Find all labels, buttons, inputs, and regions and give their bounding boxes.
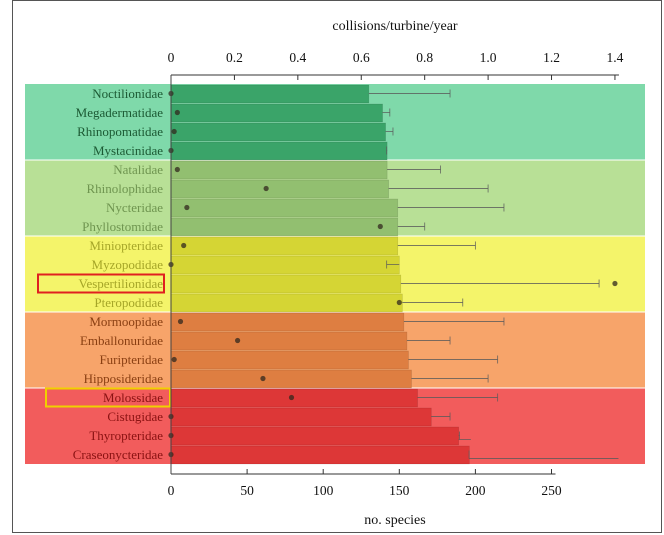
data-point — [171, 128, 177, 135]
top-axis-title: collisions/turbine/year — [332, 19, 458, 34]
bar — [170, 160, 388, 180]
category-labels: Noctilionidae Megadermatidae Rhinopomatida… — [73, 86, 163, 462]
category-label: Molossidae — [103, 390, 163, 405]
data-point — [377, 223, 383, 230]
data-point — [396, 299, 402, 306]
bar — [170, 407, 432, 427]
bar — [170, 103, 383, 123]
bar — [170, 388, 418, 408]
bar — [170, 141, 388, 161]
top-tick-label: 1.0 — [480, 50, 497, 65]
data-point — [171, 356, 177, 363]
bottom-tick-label: 0 — [168, 483, 175, 498]
category-label: Nycteridae — [106, 200, 163, 215]
bar — [170, 236, 399, 256]
category-label: Furipteridae — [99, 352, 163, 367]
top-tick-label: 0.8 — [416, 50, 433, 65]
category-label: Noctilionidae — [92, 86, 163, 101]
data-point — [612, 280, 618, 287]
bar — [170, 198, 399, 218]
data-point — [288, 394, 295, 401]
top-tick-label: 0.4 — [289, 50, 306, 65]
category-label: Vespertilionidae — [79, 276, 164, 291]
data-point — [260, 375, 266, 382]
bottom-tick-label: 50 — [240, 483, 254, 498]
category-label: Natalidae — [113, 162, 163, 177]
bar — [170, 426, 459, 446]
data-point — [181, 242, 187, 249]
category-label: Phyllostomidae — [82, 219, 163, 234]
top-tick-label: 0.6 — [353, 50, 370, 65]
top-tick-label: 0 — [168, 50, 175, 65]
top-tick-label: 1.2 — [543, 50, 560, 65]
category-label: Megadermatidae — [76, 105, 164, 120]
bar — [170, 217, 399, 237]
category-label: Emballonuridae — [80, 333, 163, 348]
highlight-boxes — [37, 273, 171, 408]
category-label: Mystacinidae — [93, 143, 163, 158]
highlight-box — [45, 387, 171, 408]
bar — [170, 350, 409, 370]
bottom-tick-label: 150 — [389, 483, 410, 498]
bar — [170, 274, 402, 294]
bar — [170, 122, 386, 142]
top-tick-label: 1.4 — [607, 50, 624, 65]
category-label: Myzopodidae — [92, 257, 164, 272]
bottom-tick-label: 100 — [313, 483, 334, 498]
axes: 0 0.2 0.4 0.6 0.8 1.0 1.2 1.4 0 50 100 150 200 250 — [168, 50, 624, 498]
bar — [170, 293, 403, 313]
category-label: Pteropodidae — [94, 295, 163, 310]
bar — [170, 369, 412, 389]
data-point — [174, 109, 180, 116]
data-point — [177, 318, 184, 325]
bottom-tick-label: 200 — [465, 483, 486, 498]
data-point — [174, 166, 180, 173]
category-label: Miniopteridae — [89, 238, 163, 253]
bar — [170, 255, 400, 275]
category-label: Rhinopomatidae — [77, 124, 163, 139]
bar — [170, 445, 470, 465]
category-label: Rhinolophidae — [86, 181, 163, 196]
bar — [170, 179, 389, 199]
data-point — [263, 185, 269, 192]
top-tick-label: 0.2 — [226, 50, 243, 65]
bar — [170, 331, 408, 351]
error-bars — [168, 89, 619, 459]
category-label: Craseonycteridae — [73, 447, 163, 462]
bottom-axis-title: no. species — [364, 513, 425, 528]
category-label: Hipposideridae — [84, 371, 164, 386]
data-point — [234, 337, 241, 344]
highlight-box — [37, 273, 165, 294]
category-label: Cistugidae — [107, 409, 163, 424]
bottom-tick-label: 250 — [541, 483, 562, 498]
bar — [170, 84, 370, 104]
category-label: Thyropteridae — [89, 428, 163, 443]
bar — [170, 312, 405, 332]
bars — [170, 84, 470, 465]
category-label: Mormoopidae — [89, 314, 163, 329]
data-point — [184, 204, 190, 211]
